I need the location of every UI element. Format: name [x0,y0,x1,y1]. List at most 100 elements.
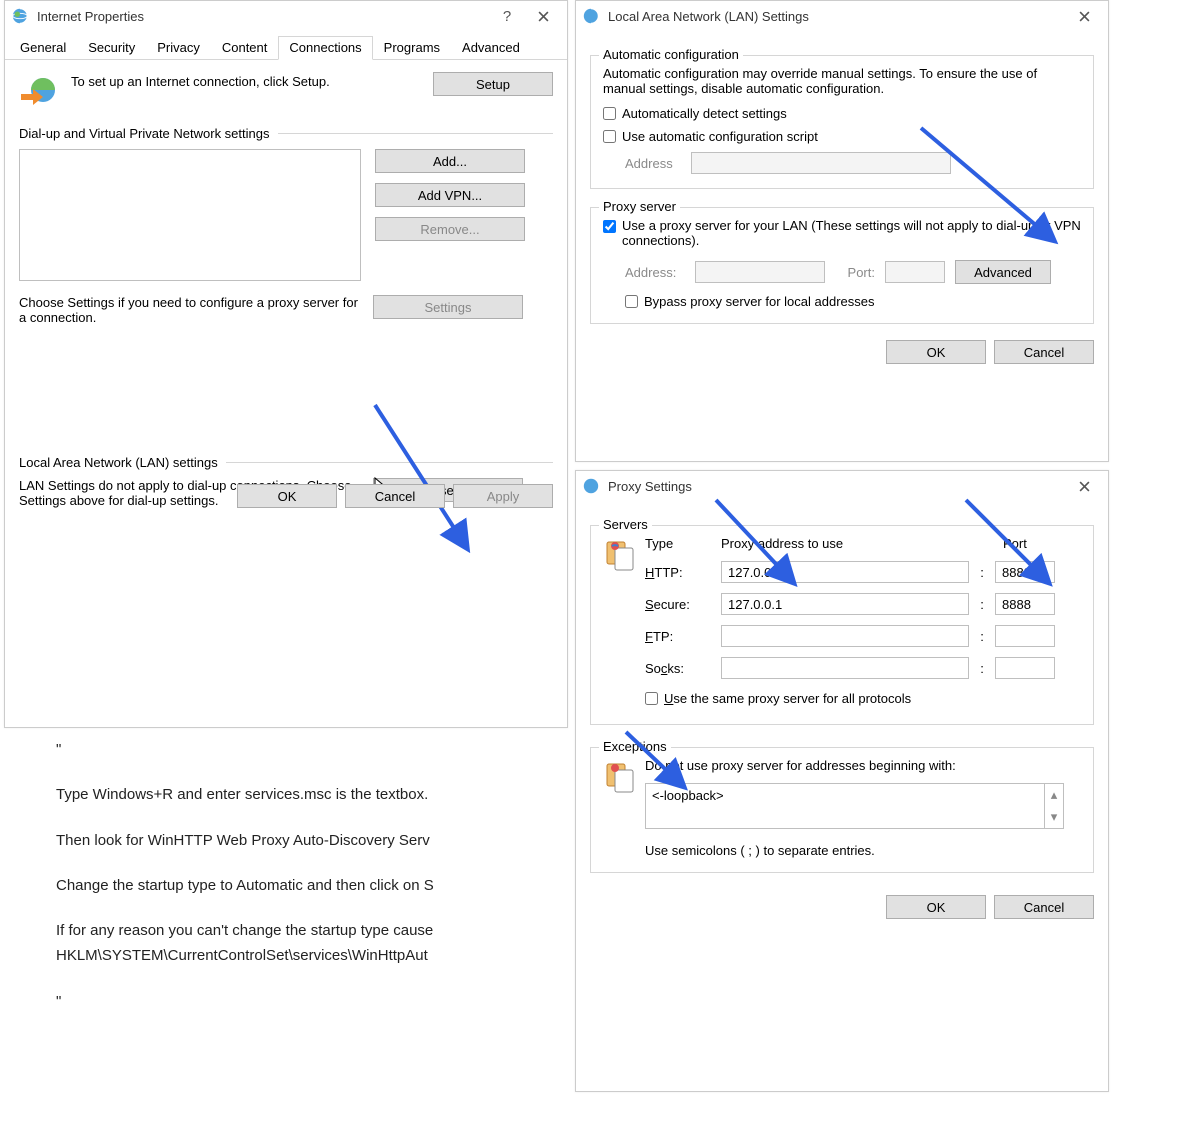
secure-address-input[interactable] [721,593,969,615]
globe-icon [582,7,600,25]
dialup-group-text: Dial-up and Virtual Private Network sett… [19,126,270,141]
tab-security[interactable]: Security [77,36,146,60]
proxy-port-input[interactable] [885,261,945,283]
scroll-up-icon[interactable]: ▴ [1045,784,1063,806]
close-button[interactable] [1066,4,1102,28]
use-script-label: Use automatic configuration script [622,129,818,144]
ok-button[interactable]: OK [886,340,986,364]
proxy-settings-panel: Servers Type Proxy address to use Port H… [576,501,1108,933]
same-for-all-label: Use the same proxy server for all protoc… [664,691,911,706]
tab-advanced[interactable]: Advanced [451,36,531,60]
tab-content[interactable]: Content [211,36,279,60]
auto-config-legend: Automatic configuration [599,47,743,62]
globe-icon [11,7,29,25]
socks-address-input[interactable] [721,657,969,679]
dialup-listbox[interactable] [19,149,361,281]
auto-detect-label: Automatically detect settings [622,106,787,121]
cancel-button[interactable]: Cancel [345,484,445,508]
proxy-server-legend: Proxy server [599,199,680,214]
note-quote1: " [56,738,566,761]
tab-connections[interactable]: Connections [278,36,372,60]
use-proxy-checkbox[interactable]: Use a proxy server for your LAN (These s… [603,218,1081,248]
add-vpn-button[interactable]: Add VPN... [375,183,525,207]
ftp-port-input[interactable] [995,625,1055,647]
note-line-1: Type Windows+R and enter services.msc is… [56,783,566,806]
servers-legend: Servers [599,517,652,532]
internet-properties-window: Internet Properties ? General Security P… [4,0,568,728]
advanced-button[interactable]: Advanced [955,260,1051,284]
bypass-local-input[interactable] [625,295,638,308]
auto-detect-input[interactable] [603,107,616,120]
add-button[interactable]: Add... [375,149,525,173]
note-line-5: HKLM\SYSTEM\CurrentControlSet\services\W… [56,944,566,967]
ftp-address-input[interactable] [721,625,969,647]
lan-settings-window: Local Area Network (LAN) Settings Automa… [575,0,1109,462]
apply-button[interactable]: Apply [453,484,553,508]
exceptions-hint: Use semicolons ( ; ) to separate entries… [645,843,1081,858]
use-proxy-input[interactable] [603,220,616,233]
script-address-input[interactable] [691,152,951,174]
same-for-all-checkbox[interactable]: Use the same proxy server for all protoc… [645,691,1081,706]
tab-strip: General Security Privacy Content Connect… [5,35,567,60]
ftp-label: FTP: [645,629,713,644]
exceptions-desc: Do not use proxy server for addresses be… [645,758,1081,773]
globe-icon [582,477,600,495]
auto-detect-checkbox[interactable]: Automatically detect settings [603,106,1081,121]
titlebar: Local Area Network (LAN) Settings [576,1,1108,31]
setup-button[interactable]: Setup [433,72,553,96]
cancel-button[interactable]: Cancel [994,895,1094,919]
lan-group-label: Local Area Network (LAN) settings [19,455,553,470]
tab-general[interactable]: General [9,36,77,60]
script-address-row: Address [625,152,1081,174]
lan-settings-panel: Automatic configuration Automatic config… [576,31,1108,378]
socks-port-input[interactable] [995,657,1055,679]
use-proxy-label: Use a proxy server for your LAN (These s… [622,218,1081,248]
type-header: Type [645,536,713,551]
script-address-label: Address [625,156,673,171]
cancel-button[interactable]: Cancel [994,340,1094,364]
same-for-all-input[interactable] [645,692,658,705]
settings-button[interactable]: Settings [373,295,523,319]
tab-programs[interactable]: Programs [373,36,451,60]
help-button[interactable]: ? [489,4,525,28]
window-title: Local Area Network (LAN) Settings [604,9,1066,24]
secure-label: Secure: [645,597,713,612]
proxy-port-label: Port: [835,265,875,280]
exceptions-group: Exceptions Do not use proxy server for a… [590,747,1094,873]
ok-button[interactable]: OK [237,484,337,508]
use-script-checkbox[interactable]: Use automatic configuration script [603,129,1081,144]
proxy-address-row: Address: Port: Advanced [625,260,1081,284]
close-button[interactable] [1066,474,1102,498]
use-script-input[interactable] [603,130,616,143]
http-label: HTTP: [645,565,713,580]
http-port-input[interactable] [995,561,1055,583]
exceptions-icon [603,758,639,794]
socks-row: Socks: : [645,657,1081,679]
setup-text: To set up an Internet connection, click … [71,72,421,89]
http-row: HTTP: : [645,561,1081,583]
setup-icon [19,72,59,112]
auto-config-desc: Automatic configuration may override man… [603,66,1081,96]
addr-header: Proxy address to use [721,536,969,551]
bypass-local-checkbox[interactable]: Bypass proxy server for local addresses [625,294,1081,309]
proxy-server-group: Proxy server Use a proxy server for your… [590,207,1094,324]
proxy-address-input[interactable] [695,261,825,283]
http-address-input[interactable] [721,561,969,583]
tab-privacy[interactable]: Privacy [146,36,211,60]
colon: : [977,597,987,612]
exceptions-textarea[interactable] [645,783,1045,829]
colon: : [977,565,987,580]
note-line-3: Change the startup type to Automatic and… [56,874,566,897]
note-quote2: " [56,990,566,1013]
dialup-group-label: Dial-up and Virtual Private Network sett… [19,126,553,141]
remove-button[interactable]: Remove... [375,217,525,241]
settings-note: Choose Settings if you need to configure… [19,295,359,325]
scroll-down-icon[interactable]: ▾ [1045,806,1063,828]
colon: : [977,661,987,676]
port-header: Port [1003,536,1027,551]
ok-button[interactable]: OK [886,895,986,919]
auto-config-group: Automatic configuration Automatic config… [590,55,1094,189]
secure-port-input[interactable] [995,593,1055,615]
colon: : [977,629,987,644]
close-button[interactable] [525,4,561,28]
